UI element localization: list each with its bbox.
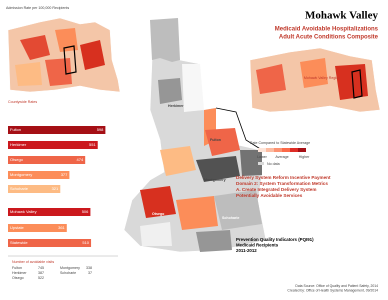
bar-value: 510: [82, 240, 89, 245]
bar-value: 598: [97, 127, 104, 132]
text-line: A. Create Integrated Delivery System: [236, 187, 316, 192]
bar-category: Upstate: [10, 225, 25, 230]
bar-value: 377: [61, 172, 68, 177]
program-text: Delivery System Reform Incentive Payment…: [236, 175, 331, 198]
bar: [8, 126, 106, 134]
bar: [8, 185, 61, 193]
bar-value: 551: [89, 142, 96, 147]
bar-value: 321: [52, 186, 59, 191]
legend-label: Average: [275, 155, 288, 159]
bar: [8, 208, 91, 216]
visits-count: 37: [88, 271, 92, 275]
legend-title: Rate Compared to Statewide Average: [250, 141, 310, 145]
visits-county: Herkimer: [12, 271, 27, 275]
bar-category: Schoharie: [10, 186, 29, 191]
county-map-label: Admission Rate per 100,000 Recipients: [6, 6, 69, 10]
visits-county: Schoharie: [60, 271, 76, 275]
state-map-left: [7, 17, 121, 93]
text-line: Potentially Avoidable Services: [236, 193, 303, 198]
bar-category: Herkimer: [10, 142, 27, 147]
bar: [8, 171, 70, 179]
subtitle: Medicaid Avoidable Hospitalizations: [275, 27, 379, 33]
source-text: Data Source: Office of Quality and Patie…: [287, 284, 378, 293]
legend-note: No data: [267, 162, 280, 166]
text-line: Domain 2: System Transformation Metrics: [236, 181, 328, 186]
map-label: Fulton: [210, 138, 221, 142]
legend-label: Lower: [257, 155, 268, 159]
bar-chart-title: Countywide Rates: [8, 100, 37, 104]
text-line: Created by: Office of Health Systems Man…: [287, 288, 378, 292]
text-line: Prevention Quality Indicators (PQI91): [236, 237, 314, 242]
map-label: Schoharie: [222, 216, 239, 220]
bar-value: 506: [82, 209, 89, 214]
visits-county: Montgomery: [60, 266, 80, 270]
bar: [8, 239, 92, 247]
text-line: Medicaid Recipients: [236, 243, 279, 248]
visits-county: Otsego: [12, 276, 24, 280]
bar: [8, 141, 98, 149]
legend-label: Higher: [299, 155, 310, 159]
map-label: Herkimer: [168, 104, 184, 108]
bar-value: 474: [77, 157, 84, 162]
state-map-right: [249, 47, 381, 113]
bar: [8, 224, 67, 232]
indicator-text: Prevention Quality Indicators (PQI91)Med…: [236, 237, 314, 253]
page-title: Mohawk Valley: [305, 10, 379, 22]
text-line: Data Source: Office of Quality and Patie…: [295, 284, 378, 288]
legend-scale: [258, 148, 306, 165]
visits-count: 522: [38, 276, 44, 280]
bar-category: Fulton: [10, 127, 21, 132]
visits-table: Number of avoidable visits Fulton 745 Herki…: [12, 260, 92, 280]
region-map: [123, 17, 267, 253]
bar: [8, 156, 86, 164]
bar-value: 361: [58, 225, 65, 230]
subtitle: Adult Acute Conditions Composite: [279, 35, 379, 41]
bar-category: Montgomery: [10, 172, 32, 177]
bar-category: Otsego: [10, 157, 24, 162]
visits-count: 387: [38, 271, 44, 275]
visits-count: 338: [86, 266, 92, 270]
map-label: Otsego: [152, 212, 165, 216]
visits-title: Number of avoidable visits: [12, 260, 54, 264]
text-line: Delivery System Reform Incentive Payment: [236, 175, 331, 180]
bar-category: Mohawk Valley: [10, 209, 37, 214]
map-label: Montgomery: [204, 178, 226, 182]
visits-county: Fulton: [12, 266, 22, 270]
state-map-label: Mohawk Valley Region: [304, 76, 340, 80]
visits-count: 745: [38, 266, 44, 270]
text-line: 2011-2012: [236, 248, 257, 253]
bar-chart: Fulton 598 Herkimer 551 Otsego 474 Montgomery 3…: [8, 126, 106, 247]
bar-category: Statewide: [10, 240, 28, 245]
